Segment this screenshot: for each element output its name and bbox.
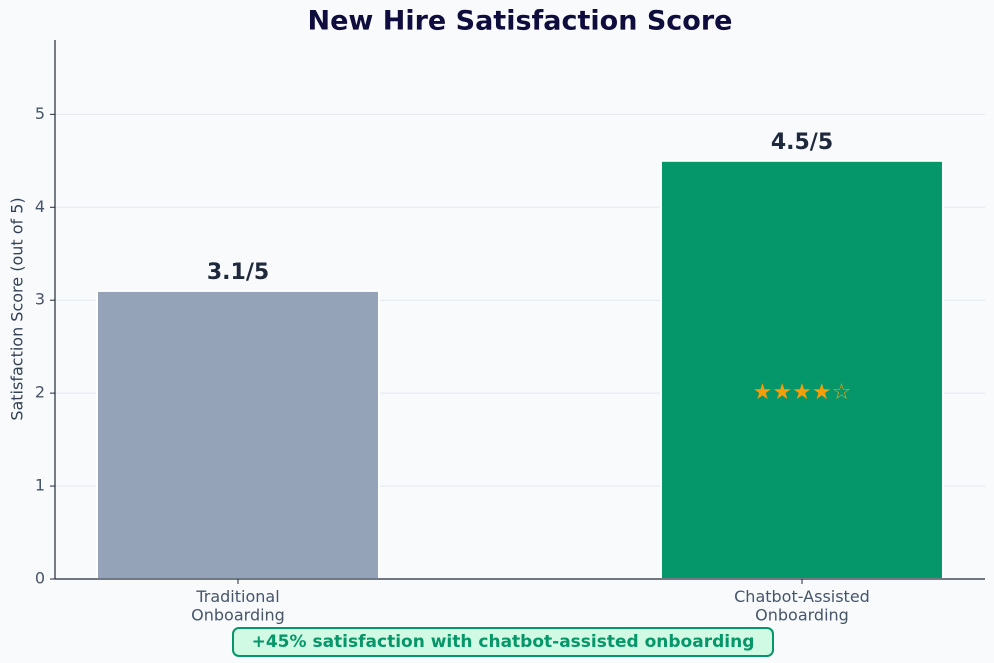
annotation: ★★★★☆ <box>753 380 852 405</box>
value-label: 4.5/5 <box>771 130 833 155</box>
bar <box>659 159 944 581</box>
y-tick-label: 0 <box>35 569 45 588</box>
y-tick-label: 4 <box>35 197 45 216</box>
y-tick-label: 3 <box>35 290 45 309</box>
y-tick-label: 2 <box>35 383 45 402</box>
x-tick-label: Chatbot-Assisted Onboarding <box>734 587 870 624</box>
y-axis-label: Satisfaction Score (out of 5) <box>8 197 27 420</box>
y-tick-label: 5 <box>35 104 45 123</box>
chart-title: New Hire Satisfaction Score <box>308 6 733 37</box>
footnote-banner: +45% satisfaction with chatbot-assisted … <box>232 627 774 657</box>
y-tick-label: 1 <box>35 476 45 495</box>
bar <box>96 289 381 580</box>
x-tick-label: Traditional Onboarding <box>191 587 285 624</box>
value-label: 3.1/5 <box>207 260 269 285</box>
